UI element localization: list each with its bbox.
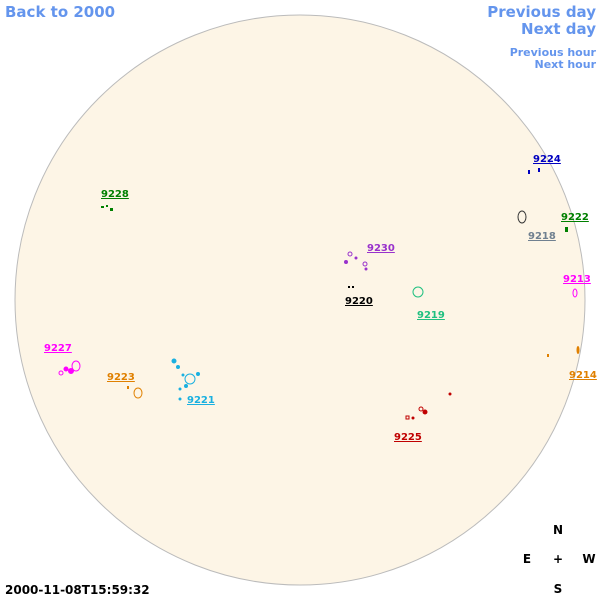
region-label[interactable]: 9227 <box>44 343 72 354</box>
region-group: 9219 <box>412 286 445 321</box>
region-group: 9227 <box>44 343 81 376</box>
compass-south: S <box>554 582 563 596</box>
back-link[interactable]: Back to 2000 <box>5 3 115 21</box>
spot <box>418 406 424 412</box>
solar-disk <box>14 14 586 586</box>
spot <box>354 256 358 260</box>
region-label[interactable]: 9230 <box>367 243 395 254</box>
spot <box>422 409 428 415</box>
region-label[interactable]: 9219 <box>417 310 445 321</box>
previous-day-link[interactable]: Previous day <box>487 3 596 21</box>
spot <box>348 286 350 288</box>
region-group: 9223 <box>107 372 143 399</box>
compass-west: W <box>582 552 595 566</box>
compass-north: N <box>553 523 563 537</box>
spot <box>517 210 527 224</box>
region-group: 9230 <box>344 243 395 271</box>
spot <box>171 358 177 364</box>
region-group: 9221 <box>171 358 215 406</box>
region-group: 9225 <box>394 392 452 443</box>
compass-east: E <box>523 552 531 566</box>
spot <box>547 354 549 357</box>
compass-center: + <box>553 552 563 566</box>
compass: N E + W S <box>523 523 596 596</box>
spot <box>448 392 452 396</box>
region-label[interactable]: 9224 <box>533 154 561 165</box>
region-label[interactable]: 9218 <box>528 231 556 242</box>
spot <box>176 365 180 369</box>
region-label[interactable]: 9228 <box>101 189 129 200</box>
region-label[interactable]: 9213 <box>563 274 591 285</box>
region-group: 9220 <box>345 286 373 307</box>
spot <box>528 170 530 174</box>
spot <box>178 387 182 391</box>
region-label[interactable]: 9223 <box>107 372 135 383</box>
spot <box>405 415 410 420</box>
spot <box>58 370 64 376</box>
spot <box>364 267 368 271</box>
spot <box>68 368 74 374</box>
spot <box>110 208 113 211</box>
spot <box>412 286 424 298</box>
spot <box>565 227 568 232</box>
region-group: 9222 <box>561 212 589 232</box>
spot <box>411 416 415 420</box>
spot <box>71 360 81 372</box>
spot <box>196 372 200 376</box>
region-label[interactable]: 9214 <box>569 370 597 381</box>
previous-hour-link[interactable]: Previous hour <box>510 46 597 59</box>
spot <box>63 366 69 372</box>
spot <box>133 387 143 399</box>
spot <box>106 205 108 207</box>
region-label[interactable]: 9225 <box>394 432 422 443</box>
spot <box>181 373 185 377</box>
region-label[interactable]: 9222 <box>561 212 589 223</box>
timestamp: 2000-11-08T15:59:32 <box>5 583 150 597</box>
region-group: 9213 <box>563 274 591 298</box>
region-group: 9224 <box>528 154 561 174</box>
next-day-link[interactable]: Next day <box>521 20 596 38</box>
spot <box>576 346 580 354</box>
spot <box>184 384 188 388</box>
spot <box>178 397 182 401</box>
spot <box>101 206 104 208</box>
region-label[interactable]: 9220 <box>345 296 373 307</box>
spot <box>127 386 129 389</box>
spot <box>347 251 353 257</box>
spot <box>572 288 578 298</box>
region-label[interactable]: 9221 <box>187 395 215 406</box>
spot <box>344 260 348 264</box>
spot <box>352 286 354 288</box>
spot <box>184 373 196 385</box>
region-group: 9228 <box>101 189 129 211</box>
next-hour-link[interactable]: Next hour <box>535 58 597 71</box>
region-group: 9214 <box>547 346 597 381</box>
spot <box>538 168 540 172</box>
spot <box>362 261 368 267</box>
region-group: 9218 <box>517 210 556 242</box>
